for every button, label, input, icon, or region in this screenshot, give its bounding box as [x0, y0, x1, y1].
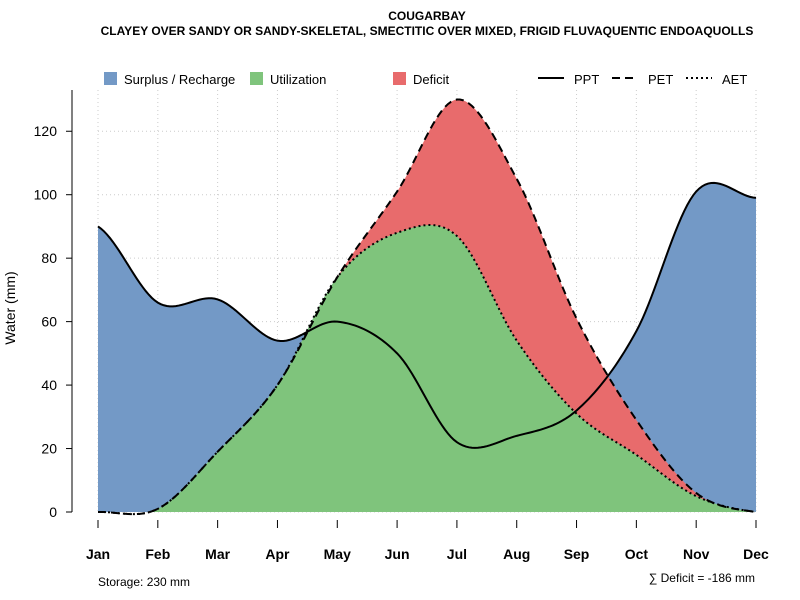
x-tick-label: Mar	[205, 546, 230, 562]
x-tick-label: Nov	[683, 546, 710, 562]
y-tick-label: 0	[49, 504, 57, 520]
x-tick-label: Apr	[265, 546, 290, 562]
legend-label: Surplus / Recharge	[124, 72, 235, 87]
deficit-note: ∑ Deficit = -186 mm	[649, 571, 755, 585]
y-tick-label: 80	[41, 250, 57, 266]
area-fills	[98, 99, 756, 512]
chart-title: COUGARBAY	[388, 9, 466, 23]
y-tick-label: 20	[41, 441, 57, 457]
legend-swatch	[104, 72, 117, 85]
x-tick-label: Jan	[86, 546, 110, 562]
y-axis-label: Water (mm)	[2, 271, 18, 344]
series-lines	[97, 98, 757, 516]
x-tick-label: Oct	[625, 546, 649, 562]
series-line-pet	[97, 98, 757, 516]
x-tick-label: Dec	[743, 546, 769, 562]
legend-label: Deficit	[413, 72, 450, 87]
storage-note: Storage: 230 mm	[98, 575, 190, 589]
legend-swatch	[393, 72, 406, 85]
series-line-aet	[97, 223, 757, 516]
legend-label: PET	[648, 72, 673, 87]
axes: 0 20 40 60 80 100 120 Jan Feb Mar Apr May Jun Jul Aug S…	[34, 90, 769, 562]
legend-label: Utilization	[270, 72, 326, 87]
x-tick-label: May	[324, 546, 351, 562]
y-tick-label: 40	[41, 377, 57, 393]
legend-label: PPT	[574, 72, 599, 87]
legend-label: AET	[722, 72, 747, 87]
x-tick-label: Sep	[564, 546, 590, 562]
legend: Surplus / Recharge Utilization Deficit PPT P…	[104, 72, 747, 87]
y-tick-label: 100	[34, 187, 58, 203]
series-line-ppt	[97, 181, 757, 449]
legend-swatch	[250, 72, 263, 85]
x-tick-label: Feb	[145, 546, 170, 562]
x-tick-label: Jun	[385, 546, 410, 562]
chart-subtitle: CLAYEY OVER SANDY OR SANDY-SKELETAL, SME…	[101, 24, 754, 38]
utilization-area	[98, 224, 756, 512]
x-tick-label: Aug	[503, 546, 530, 562]
y-tick-label: 60	[41, 314, 57, 330]
x-tick-label: Jul	[447, 546, 467, 562]
y-tick-label: 120	[34, 123, 58, 139]
deficit-area	[98, 99, 756, 512]
